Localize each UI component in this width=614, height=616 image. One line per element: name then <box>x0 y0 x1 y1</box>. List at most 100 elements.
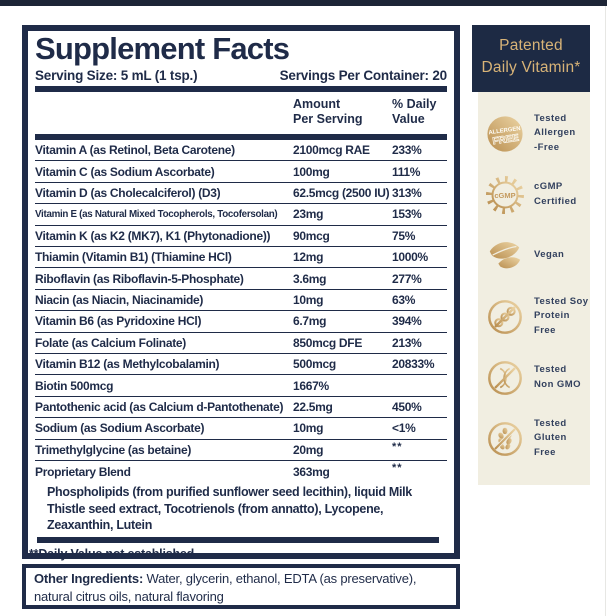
badge-label: Tested Non GMO <box>534 364 581 390</box>
nutrient-name: Vitamin A (as Retinol, Beta Carotene) <box>35 143 235 158</box>
svg-text:ALLERGEN: ALLERGEN <box>488 125 521 135</box>
patented-daily-vitamin-banner: Patented Daily Vitamin* <box>472 25 590 92</box>
nutrient-dv: 394% <box>392 314 422 329</box>
nutrient-amount: 850mcg DFE <box>293 335 363 350</box>
table-row: Niacin (as Niacin, Niacinamide) 10mg 63% <box>35 290 447 312</box>
column-headers: Amount Per Serving % Daily Value <box>35 92 447 131</box>
badge-soy-protein-free: Tested Soy Protein Free <box>485 286 590 347</box>
nutrient-amount: 23mg <box>293 207 324 222</box>
nutrient-amount: 100mg <box>293 164 330 179</box>
table-row-proprietary-blend: Proprietary Blend 363mg ** <box>35 461 447 482</box>
nutrient-name: Proprietary Blend <box>35 464 131 479</box>
nutrient-dv: 213% <box>392 335 422 350</box>
nutrient-dv: 63% <box>392 293 416 308</box>
nutrient-dv: 1000% <box>392 250 428 265</box>
nutrient-name: Riboflavin (as Riboflavin-5-Phosphate) <box>35 271 244 286</box>
table-row: Vitamin B12 (as Methylcobalamin) 500mcg … <box>35 354 447 376</box>
nutrient-name: Thiamin (Vitamin B1) (Thiamine HCl) <box>35 250 232 265</box>
other-ingredients-box: Other Ingredients: Water, glycerin, etha… <box>22 564 460 609</box>
nutrient-amount: 500mcg <box>293 357 336 372</box>
serving-info-row: Serving Size: 5 mL (1 tsp.) Servings Per… <box>35 68 447 83</box>
badge-vegan: Vegan <box>485 225 590 286</box>
nutrient-name: Vitamin B6 (as Pyridoxine HCl) <box>35 314 202 329</box>
badge-label: Vegan <box>534 249 565 261</box>
col-spacer <box>35 97 293 127</box>
table-row: Vitamin K (as K2 (MK7), K1 (Phytonadione… <box>35 226 447 248</box>
table-row: Vitamin A (as Retinol, Beta Carotene) 21… <box>35 140 447 162</box>
badge-gluten-free: Tested Gluten Free <box>485 408 590 469</box>
nutrient-dv: 111% <box>392 164 421 179</box>
non-gmo-icon <box>485 356 525 400</box>
nutrient-name: Folate (as Calcium Folinate) <box>35 335 186 350</box>
other-ingredients-label: Other Ingredients: <box>34 571 144 586</box>
serving-size: Serving Size: 5 mL (1 tsp.) <box>35 68 198 84</box>
divider-thick <box>35 86 447 93</box>
table-row: Vitamin B6 (as Pyridoxine HCl) 6.7mg 394… <box>35 311 447 333</box>
badge-label: Tested Allergen -Free <box>534 113 576 153</box>
nutrient-name: Trimethylglycine (as betaine) <box>35 442 192 457</box>
badge-cgmp-certified: cGMP cGMP Certified <box>485 164 590 225</box>
col-header-amount: Amount Per Serving <box>293 97 363 127</box>
nutrient-name: Niacin (as Niacin, Niacinamide) <box>35 293 204 308</box>
nutrient-name: Vitamin B12 (as Methylcobalamin) <box>35 357 220 372</box>
servings-per-container: Servings Per Container: 20 <box>279 68 448 84</box>
table-row: Riboflavin (as Riboflavin-5-Phosphate) 3… <box>35 268 447 290</box>
nutrient-amount: 22.5mg <box>293 399 333 414</box>
nutrient-dv: 153% <box>392 207 422 222</box>
gluten-free-icon <box>485 417 525 461</box>
nutrient-dv: 20833% <box>392 357 435 372</box>
nutrient-name: Vitamin K (as K2 (MK7), K1 (Phytonadione… <box>35 228 271 243</box>
table-row: Biotin 500mcg 1667% <box>35 375 447 397</box>
table-row: Vitamin E (as Natural Mixed Tocopherols,… <box>35 204 447 226</box>
certification-badge-panel: ALLERGEN FREE Tested Allergen -Free cGMP… <box>478 92 590 485</box>
nutrient-name: Vitamin D (as Cholecalciferol) (D3) <box>35 186 221 201</box>
proprietary-blend-description: Phospholipids (from purified sunflower s… <box>47 485 412 533</box>
nutrient-name: Sodium (as Sodium Ascorbate) <box>35 421 205 436</box>
badge-label: Tested Soy Protein Free <box>534 296 589 336</box>
table-row: Folate (as Calcium Folinate) 850mcg DFE … <box>35 333 447 354</box>
nutrient-amount: 20mg <box>293 442 324 457</box>
soy-free-icon <box>485 295 525 339</box>
badge-allergen-free: ALLERGEN FREE Tested Allergen -Free <box>485 103 590 164</box>
nutrient-name: Pantothenic acid (as Calcium d-Pantothen… <box>35 399 284 414</box>
page-edge-line <box>605 6 606 616</box>
col-header-daily-value: % Daily Value <box>392 97 437 127</box>
nutrient-amount: 10mg <box>293 421 324 436</box>
nutrient-dv: 75% <box>392 228 416 243</box>
daily-value-footnote: **Daily Value not established <box>29 546 195 561</box>
divider-thick <box>35 134 447 141</box>
nutrient-name: Biotin 500mcg <box>35 378 114 393</box>
divider-thick <box>37 536 439 543</box>
nutrient-amount: 3.6mg <box>293 271 327 286</box>
svg-text:FREE: FREE <box>492 132 520 147</box>
top-accent-bar <box>0 0 607 6</box>
badge-label: Tested Gluten Free <box>534 418 567 458</box>
table-row: Trimethylglycine (as betaine) 20mg ** <box>35 440 447 461</box>
nutrient-amount: 90mcg <box>293 228 330 243</box>
badge-non-gmo: Tested Non GMO <box>485 347 590 408</box>
table-row: Pantothenic acid (as Calcium d-Pantothen… <box>35 397 447 419</box>
svg-text:cGMP: cGMP <box>494 191 515 200</box>
nutrient-dv: 313% <box>392 186 422 201</box>
nutrient-name: Vitamin E (as Natural Mixed Tocopherols,… <box>35 208 278 220</box>
supplement-facts-panel: Supplement Facts Serving Size: 5 mL (1 t… <box>22 25 460 561</box>
table-row: Thiamin (Vitamin B1) (Thiamine HCl) 12mg… <box>35 247 447 269</box>
panel-title: Supplement Facts <box>35 31 290 66</box>
allergen-free-badge-icon: ALLERGEN FREE <box>485 112 525 156</box>
nutrient-dv: 233% <box>392 143 422 158</box>
nutrient-name: Vitamin C (as Sodium Ascorbate) <box>35 164 215 179</box>
other-ingredients-text: Water, glycerin, ethanol, EDTA (as prese… <box>34 571 417 605</box>
nutrient-amount: 1667% <box>293 378 329 393</box>
table-row: Vitamin D (as Cholecalciferol) (D3) 62.5… <box>35 183 447 205</box>
nutrient-amount: 10mg <box>293 293 324 308</box>
table-row: Sodium (as Sodium Ascorbate) 10mg <1% <box>35 418 447 440</box>
nutrient-dv: 277% <box>392 271 422 286</box>
nutrient-dv: ** <box>392 461 403 474</box>
nutrient-amount: 62.5mcg (2500 IU) <box>293 186 390 201</box>
nutrient-dv: ** <box>392 440 403 453</box>
vegan-leaf-icon <box>485 234 525 278</box>
table-row: Vitamin C (as Sodium Ascorbate) 100mg 11… <box>35 161 447 183</box>
badge-label: cGMP Certified <box>534 181 577 207</box>
nutrient-amount: 6.7mg <box>293 314 327 329</box>
